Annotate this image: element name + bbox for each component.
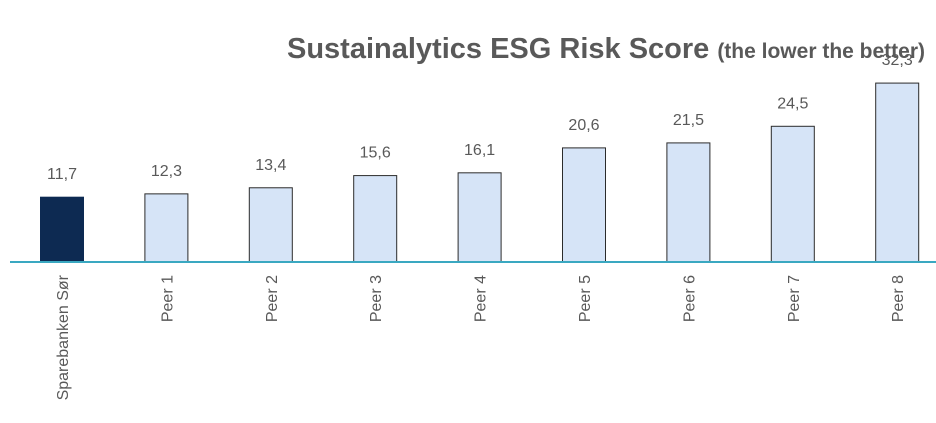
value-label: 12,3 [151, 163, 182, 180]
value-label: 13,4 [255, 157, 286, 174]
x-tick-label: Peer 4 [473, 275, 490, 322]
chart-heading: Sustainalytics ESG Risk Score (the lower … [287, 33, 925, 65]
x-tick-label: Peer 8 [890, 275, 907, 322]
chart-title: Sustainalytics ESG Risk Score [287, 33, 709, 65]
value-label: 24,5 [777, 95, 808, 112]
x-tick-label: Peer 1 [159, 275, 176, 322]
bar [770, 125, 815, 263]
x-tick-label: Sparebanken Sør [55, 274, 72, 400]
x-tick-label: Peer 3 [368, 275, 385, 322]
x-tick-label: Peer 7 [786, 275, 803, 322]
bar [248, 187, 293, 263]
x-tick-label: Peer 6 [681, 275, 698, 322]
bar [144, 193, 189, 263]
x-tick-label: Peer 5 [577, 275, 594, 322]
bars: 11,7 Sparebanken Sør 12,3 Peer 1 13,4 Peer 2 1… [40, 52, 920, 400]
value-label: 32,3 [882, 52, 913, 69]
value-label: 20,6 [568, 117, 599, 134]
bar [666, 142, 711, 263]
value-label: 11,7 [47, 166, 77, 183]
value-label: 16,1 [464, 142, 495, 159]
x-tick-label: Peer 2 [264, 275, 281, 322]
bar [457, 172, 502, 263]
bar [40, 196, 84, 263]
bar [875, 82, 920, 263]
bar [562, 147, 606, 263]
value-label: 21,5 [673, 112, 704, 129]
chart-subtitle: (the lower the better) [717, 40, 925, 63]
bar [353, 175, 398, 263]
value-label: 15,6 [360, 145, 391, 162]
